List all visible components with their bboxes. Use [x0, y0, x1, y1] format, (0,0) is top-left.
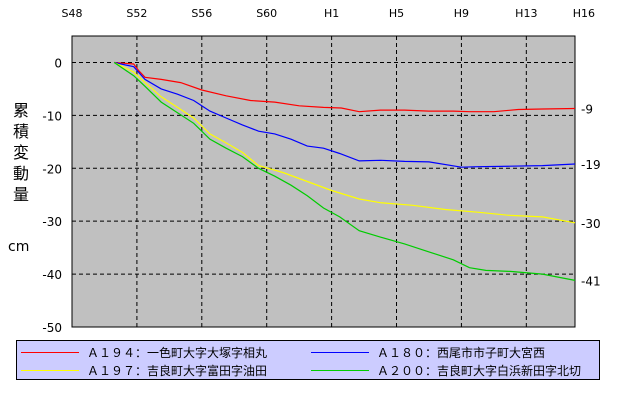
series-line-2 [113, 61, 576, 224]
x-tick-label: S56 [191, 7, 212, 20]
series-end-label-0: -9 [581, 102, 593, 116]
series-line-0 [114, 61, 576, 113]
series-end-label-1: -19 [581, 158, 601, 172]
series-end-label-2: -30 [581, 217, 601, 231]
y-tick-label: -40 [42, 268, 62, 282]
legend-swatch-a194 [21, 351, 79, 353]
x-tick-label: H16 [573, 7, 595, 20]
x-tick-label: H9 [454, 7, 469, 20]
x-tick-label: H1 [324, 7, 339, 20]
legend-item-a197: Ａ１９７：吉良町大字富田字油田 [21, 361, 267, 379]
series-end-labels: -9 -19 -30 -41 [581, 102, 601, 288]
legend-item-a180: Ａ１８０：西尾市市子町大宮西 [311, 343, 545, 361]
series-line-3 [113, 62, 576, 281]
x-axis-ticks: S48 S52 S56 S60 H1 H5 H9 H13 H16 [62, 7, 595, 20]
legend-item-a194: Ａ１９４：一色町大字大塚字相丸 [21, 343, 267, 361]
series-lines [113, 61, 576, 281]
series-line-1 [114, 61, 576, 168]
y-tick-label: 0 [54, 56, 62, 70]
legend-swatch-a200 [311, 369, 369, 371]
legend-swatch-a197 [21, 369, 79, 371]
series-end-label-3: -41 [581, 274, 601, 288]
legend: Ａ１９４：一色町大字大塚字相丸 Ａ１８０：西尾市市子町大宮西 Ａ１９７：吉良町大… [16, 340, 600, 380]
x-tick-label: H5 [389, 7, 404, 20]
legend-label-a200: Ａ２００：吉良町大字白浜新田字北切 [377, 363, 582, 378]
legend-item-a200: Ａ２００：吉良町大字白浜新田字北切 [311, 361, 581, 379]
y-axis-unit: cm [8, 239, 30, 255]
y-tick-label: -10 [42, 109, 62, 123]
legend-label-a197: Ａ１９７：吉良町大字富田字油田 [87, 363, 268, 378]
x-tick-label: S60 [256, 7, 277, 20]
y-axis-ticks: 0 -10 -20 -30 -40 -50 [42, 56, 62, 335]
y-tick-label: -20 [42, 162, 62, 176]
legend-label-a180: Ａ１８０：西尾市市子町大宮西 [377, 345, 546, 360]
legend-label-a194: Ａ１９４：一色町大字大塚字相丸 [87, 345, 268, 360]
y-axis-label: 累積変動量 [12, 101, 29, 204]
plot-area [71, 35, 576, 328]
legend-swatch-a180 [311, 351, 369, 353]
x-tick-label: S52 [126, 7, 147, 20]
x-tick-label: S48 [62, 7, 83, 20]
x-tick-label: H13 [515, 7, 537, 20]
y-tick-label: -50 [42, 321, 62, 335]
y-tick-label: -30 [42, 215, 62, 229]
